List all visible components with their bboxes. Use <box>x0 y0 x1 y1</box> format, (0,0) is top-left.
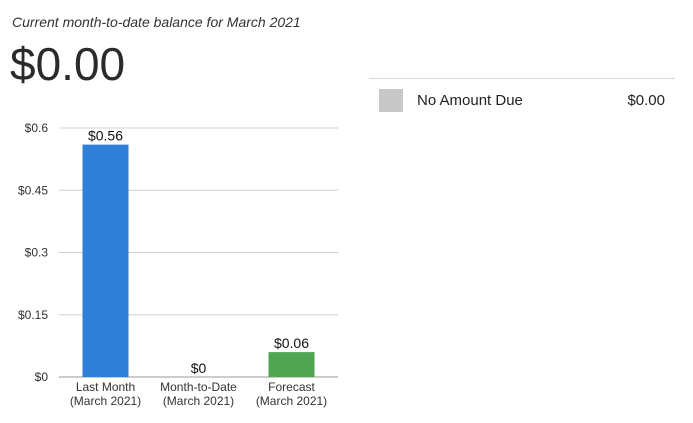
x-tick-label: Last Month <box>76 380 135 394</box>
balance-subtitle: Current month-to-date balance for March … <box>12 14 301 30</box>
y-tick-label: $0.45 <box>18 183 48 197</box>
data-label: $0.56 <box>88 128 123 144</box>
y-tick-label: $0.3 <box>25 246 49 260</box>
legend-label: No Amount Due <box>417 92 523 109</box>
data-label: $0.06 <box>274 335 309 351</box>
bar <box>268 352 315 377</box>
balance-amount: $0.00 <box>10 38 126 90</box>
legend-swatch <box>379 89 403 112</box>
x-tick-label: (March 2021) <box>70 394 141 408</box>
legend-amount: $0.00 <box>627 92 665 109</box>
y-tick-label: $0.15 <box>18 308 48 322</box>
legend-divider <box>369 78 675 79</box>
x-tick-label: Forecast <box>268 380 315 394</box>
y-tick-label: $0 <box>35 370 49 384</box>
x-tick-label: (March 2021) <box>163 394 234 408</box>
y-tick-label: $0.6 <box>25 121 49 135</box>
data-label: $0 <box>191 360 207 376</box>
legend-item-no-amount-due: No Amount Due $0.00 <box>379 89 669 113</box>
x-tick-label: (March 2021) <box>256 394 327 408</box>
x-tick-label: Month-to-Date <box>160 380 237 394</box>
bar <box>82 144 129 377</box>
